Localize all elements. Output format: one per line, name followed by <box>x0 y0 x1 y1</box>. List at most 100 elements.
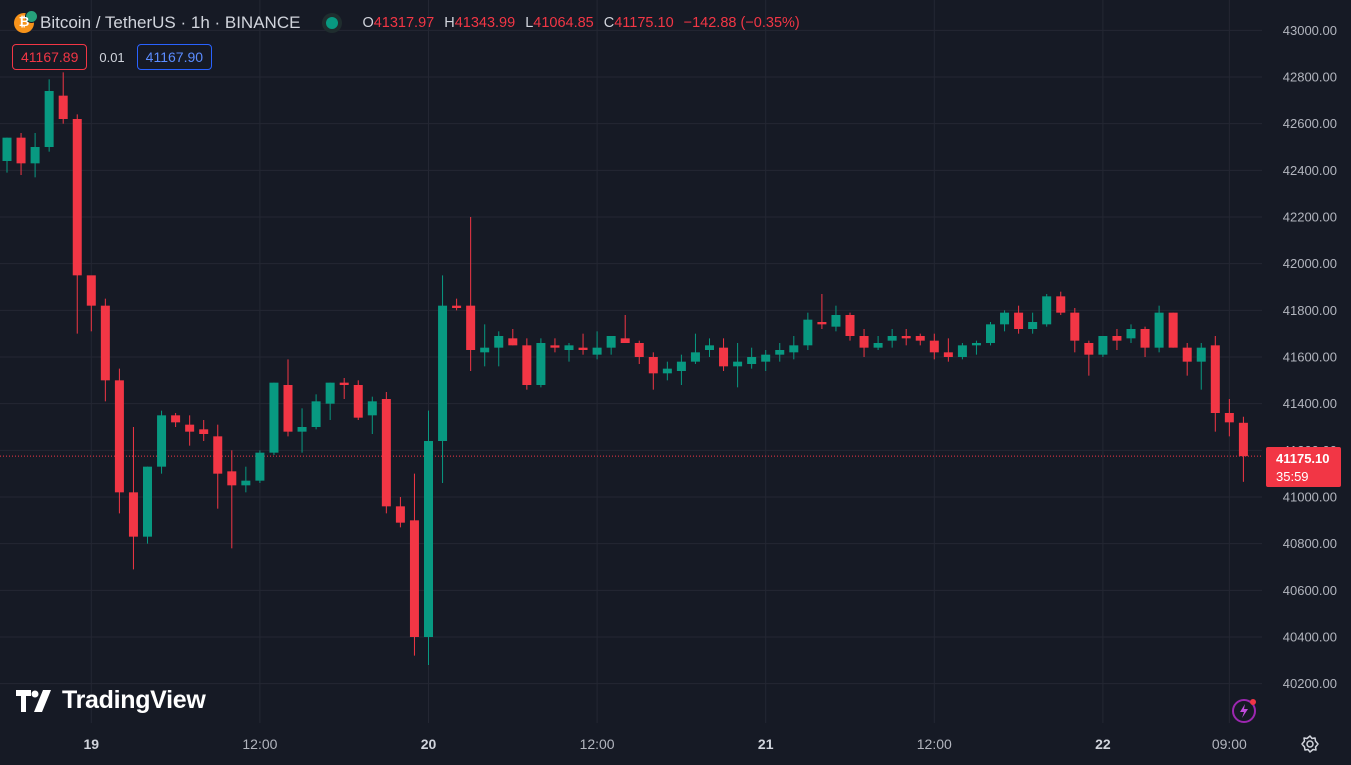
x-tick-label: 12:00 <box>242 736 277 752</box>
market-status-icon[interactable] <box>326 17 339 29</box>
candle-body <box>395 506 405 523</box>
y-tick-label: 40800.00 <box>1283 536 1337 551</box>
high-label: H <box>444 15 455 31</box>
close-value: 41175.10 <box>614 15 674 31</box>
candle-body <box>522 345 532 385</box>
candle-body <box>44 91 54 147</box>
candle-body <box>114 380 124 493</box>
change-value: −142.88 (−0.35%) <box>683 15 800 31</box>
symbol-header: Bitcoin / TetherUS · 1h · BINANCE O41317… <box>14 10 800 34</box>
high-value: 41343.99 <box>454 15 516 31</box>
candle-body <box>2 137 12 161</box>
y-tick-label: 42600.00 <box>1283 116 1337 131</box>
candle-body <box>1000 312 1010 325</box>
y-tick-label: 40600.00 <box>1283 583 1337 598</box>
tradingview-logo[interactable]: TradingView <box>16 686 206 715</box>
x-tick-label: 09:00 <box>1212 736 1247 752</box>
candle-body <box>86 275 96 306</box>
candle-body <box>915 336 925 341</box>
last-price-value: 41175.10 <box>1276 451 1330 466</box>
x-tick-label: 19 <box>84 736 100 752</box>
candle-body <box>1028 322 1038 329</box>
candle-body <box>662 368 672 374</box>
candle-body <box>255 452 265 481</box>
candle-body <box>1140 329 1150 348</box>
candle-body <box>887 336 897 341</box>
open-label: O <box>362 15 374 31</box>
y-tick-label: 41000.00 <box>1283 490 1337 505</box>
candle-body <box>381 399 391 507</box>
candle-body <box>1224 413 1234 423</box>
candle-body <box>789 345 799 353</box>
candle-body <box>1182 347 1192 362</box>
candle-body <box>157 415 167 467</box>
candle-body <box>466 305 476 350</box>
close-label: C <box>603 15 615 31</box>
candle-body <box>241 480 251 486</box>
y-tick-label: 42800.00 <box>1283 70 1337 85</box>
low-label: L <box>525 15 534 31</box>
candle-body <box>1098 336 1108 355</box>
candle-body <box>873 343 883 348</box>
candle-body <box>213 436 223 474</box>
candle-body <box>100 305 110 381</box>
x-tick-label: 12:00 <box>580 736 615 752</box>
y-tick-label: 42000.00 <box>1283 256 1337 271</box>
lightning-icon[interactable] <box>1230 696 1258 724</box>
candle-body <box>831 315 841 327</box>
y-tick-label: 41600.00 <box>1283 350 1337 365</box>
candle-body <box>16 137 26 164</box>
low-value: 41064.85 <box>533 15 594 31</box>
bid-ask-panel: 41167.89 0.01 41167.90 <box>12 44 213 70</box>
candle-body <box>1112 336 1122 341</box>
y-tick-label: 42400.00 <box>1283 163 1337 178</box>
x-tick-label: 20 <box>421 736 437 752</box>
candle-body <box>1056 296 1066 313</box>
candle-body <box>227 471 237 486</box>
candle-body <box>775 350 785 355</box>
candle-body <box>339 382 349 385</box>
candle-body <box>424 441 433 637</box>
candle-body <box>648 357 658 374</box>
candle-body <box>1210 345 1220 413</box>
candle-body <box>325 382 335 404</box>
candle-body <box>1126 329 1136 339</box>
ohlc-legend: O41317.97 H41343.99 L41064.85 C41175.10 … <box>362 15 799 31</box>
candle-body <box>803 319 813 346</box>
brand-name: TradingView <box>62 686 206 714</box>
y-tick-label: 41400.00 <box>1283 396 1337 411</box>
candle-body <box>620 338 630 343</box>
candle-body <box>297 427 307 432</box>
candle-body <box>606 336 616 348</box>
candle-body <box>592 347 602 355</box>
candle-body <box>1070 312 1080 341</box>
candle-body <box>480 347 490 353</box>
x-tick-label: 21 <box>758 736 774 752</box>
open-value: 41317.97 <box>373 15 435 31</box>
candle-body <box>143 466 152 537</box>
x-tick-label: 22 <box>1095 736 1111 752</box>
candle-body <box>367 401 377 416</box>
symbol-title[interactable]: Bitcoin / TetherUS · 1h · BINANCE <box>40 13 301 32</box>
candle-body <box>578 347 588 350</box>
bar-countdown: 35:59 <box>1276 469 1309 484</box>
candle-body <box>929 340 939 353</box>
buy-price-button[interactable]: 41167.90 <box>136 44 213 70</box>
spread-value: 0.01 <box>99 49 125 65</box>
candle-body <box>817 322 827 325</box>
candle-body <box>1238 422 1248 457</box>
candle-body <box>128 492 138 537</box>
candle-body <box>747 357 757 364</box>
candle-body <box>1084 343 1094 355</box>
candle-body <box>1154 312 1164 348</box>
candle-body <box>409 520 419 637</box>
candle-body <box>30 147 40 164</box>
candle-body <box>1014 312 1024 329</box>
candle-body <box>859 336 869 348</box>
candle-body <box>283 385 293 432</box>
sell-price-button[interactable]: 41167.89 <box>12 44 88 70</box>
gear-icon[interactable] <box>1300 734 1320 754</box>
candle-body <box>1196 347 1206 362</box>
candle-body <box>634 343 644 357</box>
